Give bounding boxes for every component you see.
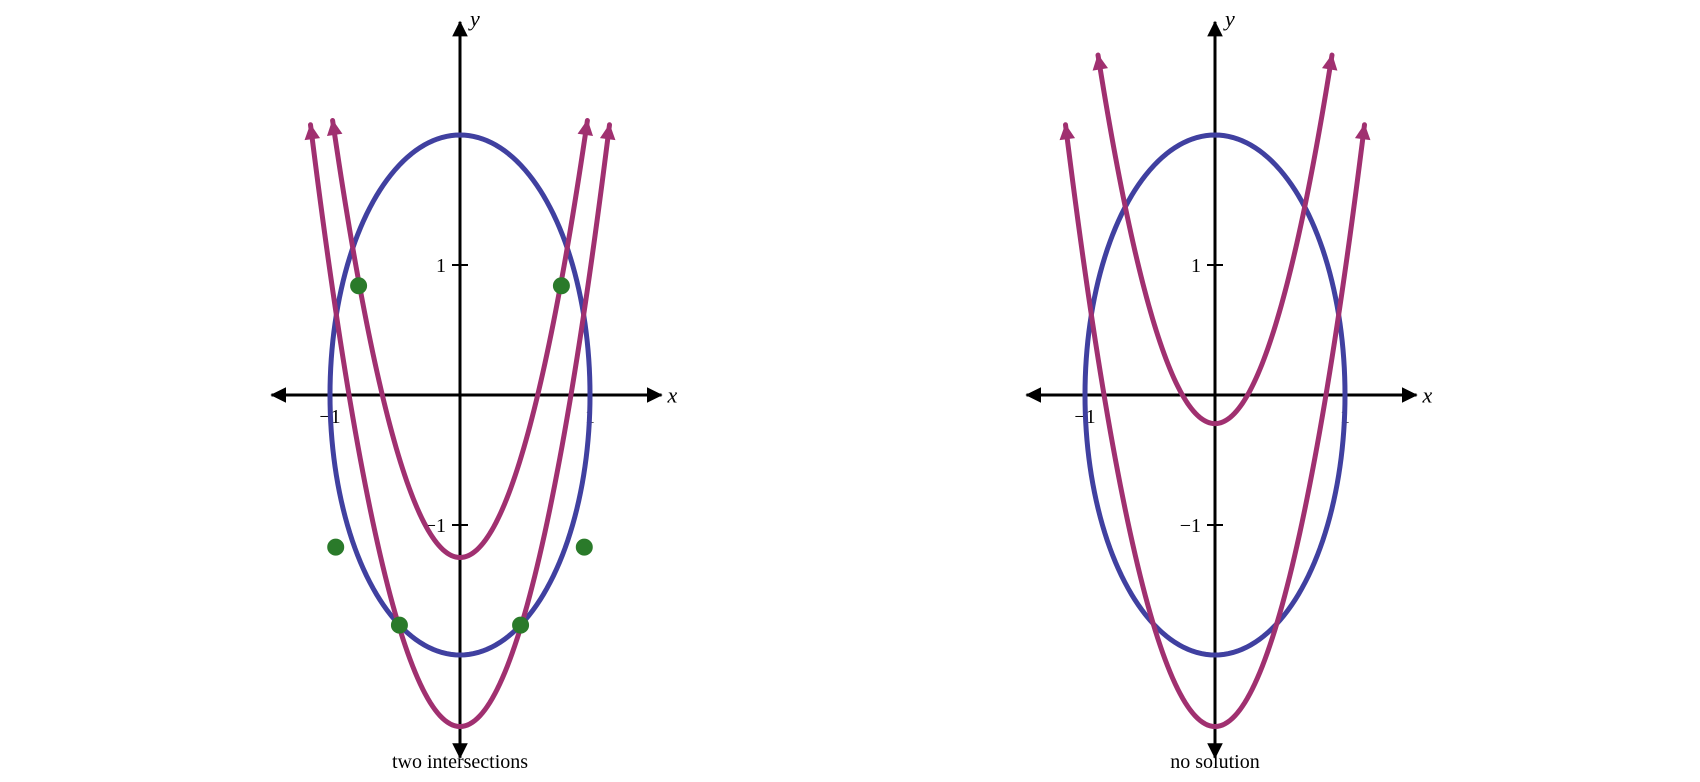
left-panel: −11−11xytwo intersections: [272, 6, 678, 773]
y-axis-label: y: [1223, 6, 1235, 31]
intersection-point: [328, 539, 344, 555]
y-axis: [453, 22, 467, 758]
x-axis-label: x: [1422, 383, 1433, 408]
x-axis-label: x: [667, 383, 678, 408]
intersection-point: [513, 617, 529, 633]
intersection-point: [351, 278, 367, 294]
y-axis-label: y: [468, 6, 480, 31]
right-panel: −11−11xyno solution: [1027, 6, 1433, 773]
y-tick-label: −1: [1180, 515, 1201, 537]
intersection-point: [553, 278, 569, 294]
y-tick-label: 1: [436, 255, 446, 277]
intersection-point: [576, 539, 592, 555]
y-tick-label: 1: [1191, 255, 1201, 277]
panel-caption: no solution: [1170, 751, 1259, 773]
panel-caption: two intersections: [392, 751, 528, 773]
y-axis: [1208, 22, 1222, 758]
intersection-point: [391, 617, 407, 633]
